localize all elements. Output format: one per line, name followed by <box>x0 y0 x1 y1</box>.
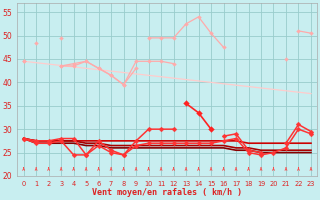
X-axis label: Vent moyen/en rafales ( km/h ): Vent moyen/en rafales ( km/h ) <box>92 188 242 197</box>
